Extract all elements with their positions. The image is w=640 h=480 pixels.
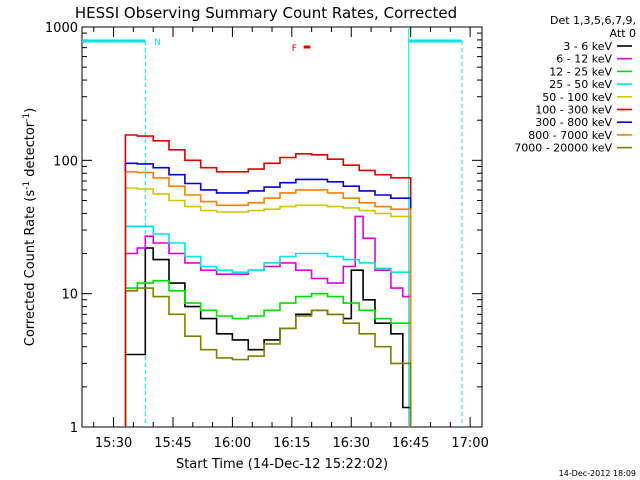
x-tick-label: 16:00 [214,436,251,451]
series-line [124,171,412,427]
x-axis-title: Start Time (14-Dec-12 15:22:02) [176,457,388,472]
x-tick-label: 16:45 [392,436,429,451]
y-tick-label: 1 [70,421,78,436]
legend-header-line: Att 0 [610,27,636,40]
attenuator-markers: NF [82,27,463,427]
legend-label: 7000 - 20000 keV [514,142,612,155]
flare-marker-label: F [292,44,297,54]
night-marker-label: N [154,38,161,48]
series-group [124,134,412,427]
y-axis-title-part: Corrected Count Rate (s [23,190,38,347]
x-tick-label: 16:15 [273,436,310,451]
legend-label: 800 - 7000 keV [528,129,612,142]
y-axis-title-part: detector [23,121,38,181]
series-line [124,162,412,427]
series-line [124,225,412,427]
y-axis: 1 10 100 1000 [45,21,482,436]
x-tick-label: 15:30 [95,436,132,451]
legend-label: 25 - 50 keV [549,78,612,91]
x-tick-label: 16:30 [333,436,370,451]
series-line [124,287,412,427]
legend-label: 6 - 12 keV [556,53,612,66]
series-line [124,134,412,427]
y-tick-label: 10 [61,288,78,303]
legend-header-line: Det 1,3,5,6,7,9, [550,14,636,27]
y-axis-title-sup: -1 [22,181,32,190]
timestamp: 14-Dec-2012 18:09 [559,469,636,478]
y-tick-label: 1000 [45,21,78,36]
x-axis: 15:30 15:45 16:00 16:15 16:30 16:45 17:00 [93,27,489,451]
y-axis-title: Corrected Count Rate (s-1 detector-1) [22,108,38,346]
legend-label: 300 - 800 keV [535,116,612,129]
chart-title: HESSI Observing Summary Count Rates, Cor… [75,4,457,22]
legend-label: 12 - 25 keV [549,65,612,78]
series-line [124,279,412,427]
x-tick-label: 17:00 [451,436,488,451]
y-axis-title-sup: -1 [22,113,32,122]
x-tick-label: 15:45 [154,436,191,451]
legend-label: 3 - 6 keV [563,40,612,53]
y-axis-title-part: ) [23,108,38,113]
legend-label: 50 - 100 keV [542,91,612,104]
y-tick-label: 100 [53,154,78,169]
series-line [124,187,412,427]
legend-label: 100 - 300 keV [535,104,612,117]
plot-frame [81,26,483,428]
